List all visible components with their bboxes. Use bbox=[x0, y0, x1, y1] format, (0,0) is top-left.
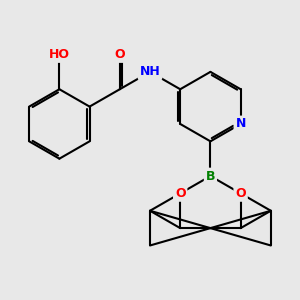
Text: N: N bbox=[236, 118, 246, 130]
Text: B: B bbox=[206, 169, 215, 182]
Text: NH: NH bbox=[140, 65, 160, 78]
Text: O: O bbox=[115, 48, 125, 61]
Text: O: O bbox=[235, 187, 246, 200]
Text: HO: HO bbox=[49, 48, 70, 61]
Text: O: O bbox=[175, 187, 185, 200]
